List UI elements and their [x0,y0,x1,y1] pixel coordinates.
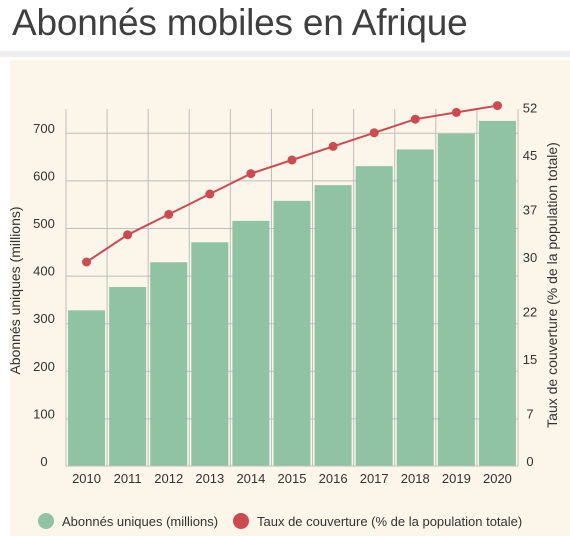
coverage-point [369,128,379,138]
bar [478,120,516,467]
coverage-point [492,101,502,111]
coverage-point [410,114,420,124]
x-tick-label: 2016 [319,471,348,486]
title-divider [0,51,570,57]
x-tick-label: 2011 [114,471,142,486]
bar [150,262,188,466]
coverage-point [164,209,174,219]
x-tick-label: 2015 [278,471,307,486]
y-right-tick-label: 52 [523,100,537,115]
chart-title: Abonnés mobiles en Afrique [12,2,468,43]
coverage-point [123,230,133,240]
y-left-tick-label: 600 [33,168,55,183]
y-right-axis-title: Taux de couverture (% de la population t… [544,142,560,428]
y-right-tick-label: 0 [526,454,533,469]
legend-marker-line [233,513,249,529]
y-left-tick-label: 400 [33,264,55,279]
x-tick-label: 2018 [401,471,430,486]
y-right-tick-label: 22 [523,304,537,319]
y-left-axis-title: Abonnés uniques (millions) [7,206,23,374]
x-tick-label: 2019 [442,471,471,486]
bar [355,166,393,466]
y-left-tick-label: 100 [33,406,55,421]
coverage-point [246,169,256,179]
x-tick-label: 2020 [483,471,512,486]
coverage-point [82,257,92,267]
coverage-point [328,141,338,151]
coverage-point [451,107,461,117]
bar [314,185,352,466]
y-right-tick-label: 30 [523,250,537,265]
y-left-tick-label: 0 [40,454,47,469]
coverage-point [205,189,215,199]
legend-label-line: Taux de couverture (% de la population t… [257,514,522,529]
y-right-tick-label: 15 [523,352,537,367]
coverage-point [287,155,297,165]
x-tick-label: 2013 [195,471,224,486]
x-tick-label: 2012 [154,471,183,486]
y-right-tick-label: 7 [526,406,533,421]
bar [273,200,311,467]
bar [109,287,147,466]
bar [437,133,475,466]
bar [232,220,270,466]
bar [191,242,229,466]
y-right-tick-label: 45 [523,148,537,163]
y-left-tick-label: 700 [33,121,55,136]
bar [396,149,434,466]
x-tick-label: 2017 [360,471,389,486]
y-left-tick-label: 300 [33,311,55,326]
y-left-tick-label: 200 [33,359,55,374]
x-tick-label: 2014 [236,471,265,486]
bar [68,310,106,466]
y-left-tick-label: 500 [33,216,55,231]
x-tick-label: 2010 [72,471,101,486]
legend-label-bars: Abonnés uniques (millions) [62,514,218,529]
y-right-tick-label: 37 [523,202,537,217]
legend-marker-bars [38,513,54,529]
